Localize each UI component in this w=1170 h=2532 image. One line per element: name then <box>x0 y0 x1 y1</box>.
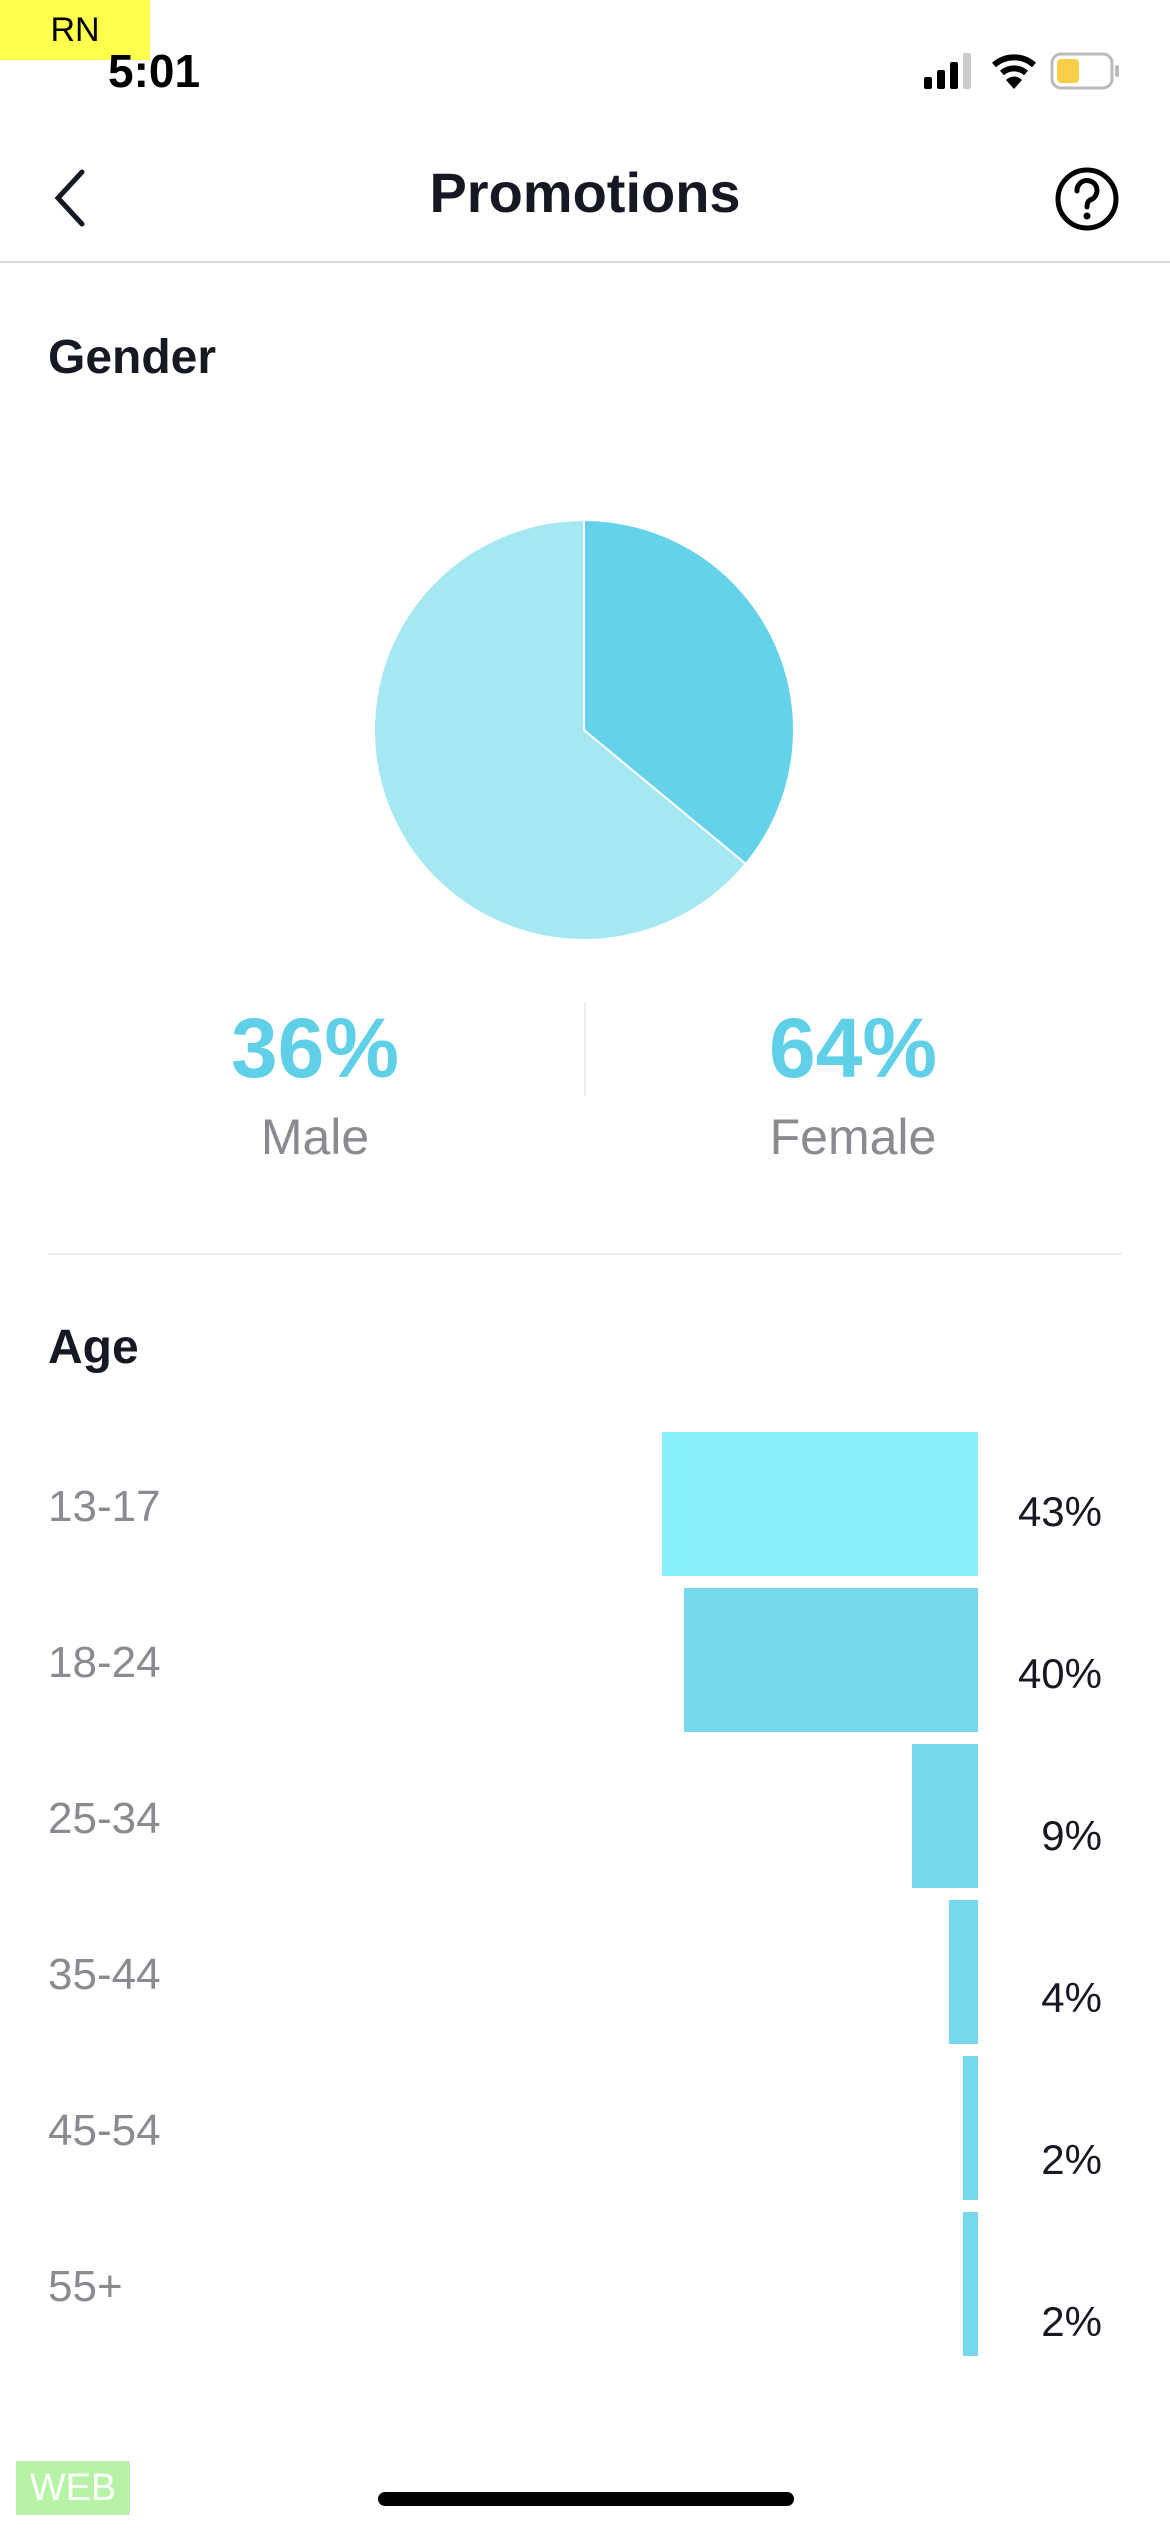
male-percent: 36% <box>230 1001 400 1095</box>
age-percent: 2% <box>1041 2136 1102 2183</box>
age-percent: 43% <box>1017 1488 1102 1535</box>
chevron-left-icon[interactable] <box>50 168 90 228</box>
rn-badge: RN <box>0 0 150 60</box>
web-badge: WEB <box>16 2461 130 2515</box>
age-label: 55+ <box>48 2262 123 2311</box>
gender-pie-chart <box>373 518 795 941</box>
age-percent: 40% <box>1017 1650 1102 1697</box>
status-icons <box>924 52 1120 90</box>
status-time: 5:01 <box>108 45 201 97</box>
age-label: 45-54 <box>48 2106 161 2155</box>
age-percent: 2% <box>1041 2298 1102 2345</box>
nav-header <box>0 130 1170 263</box>
gender-divider <box>584 1002 586 1096</box>
wifi-icon <box>992 54 1036 89</box>
signal-icon <box>924 53 971 89</box>
age-heading: Age <box>48 1321 139 1374</box>
gender-heading: Gender <box>48 331 217 384</box>
female-percent: 64% <box>768 1001 938 1095</box>
age-bar <box>661 1432 978 1576</box>
age-percent: 4% <box>1041 1974 1102 2021</box>
age-label: 35-44 <box>48 1950 161 1999</box>
question-circle-icon[interactable] <box>1054 166 1120 232</box>
age-label: 25-34 <box>48 1794 161 1843</box>
male-label: Male <box>260 1109 370 1165</box>
age-bar <box>963 2056 978 2200</box>
age-bar <box>684 1588 978 1732</box>
battery-icon <box>1050 52 1119 90</box>
page-title: Promotions <box>429 161 741 224</box>
age-percent: 9% <box>1041 1812 1102 1859</box>
age-bar <box>948 1900 978 2044</box>
section-divider <box>48 1253 1122 1255</box>
age-bar <box>963 2212 978 2356</box>
home-indicator <box>378 2492 794 2506</box>
pie-slice-female <box>373 518 748 941</box>
age-bar <box>911 1744 978 1888</box>
age-label: 13-17 <box>48 1482 161 1531</box>
female-label: Female <box>769 1109 937 1165</box>
pie-slice-male <box>583 518 795 866</box>
age-label: 18-24 <box>48 1638 161 1687</box>
